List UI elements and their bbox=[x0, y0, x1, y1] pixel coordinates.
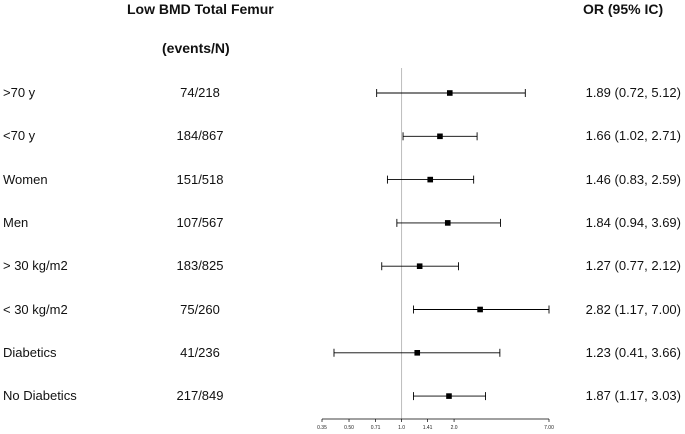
forest-row: Men 107/567 1.84 (0.94, 3.69) bbox=[0, 213, 685, 233]
row-events: 184/867 bbox=[176, 128, 224, 144]
row-label: No Diabetics bbox=[3, 388, 77, 404]
row-or-value: 1.89 (0.72, 5.12) bbox=[585, 85, 681, 100]
point-estimate bbox=[446, 393, 452, 399]
point-estimate bbox=[446, 90, 453, 96]
column-header-events: (events/N) bbox=[162, 40, 230, 56]
row-label: >70 y bbox=[3, 85, 36, 100]
row-or-value: 1.84 (0.94, 3.69) bbox=[585, 214, 681, 230]
row-events: 74/218 bbox=[180, 85, 220, 100]
x-tick-label: 1.41 bbox=[423, 425, 433, 431]
point-estimate bbox=[414, 350, 421, 356]
x-tick-label: 0.50 bbox=[344, 425, 354, 431]
forest-row: No Diabetics 217/849 1.87 (1.17, 3.03) bbox=[0, 386, 685, 406]
row-or-value: 1.46 (0.83, 2.59) bbox=[585, 171, 681, 187]
forest-row: < 30 kg/m2 75/260 2.82 (1.17, 7.00) bbox=[0, 300, 685, 320]
row-events: 75/260 bbox=[180, 301, 220, 317]
forest-row: Women 151/518 1.46 (0.83, 2.59) bbox=[0, 170, 685, 190]
row-or-value: 1.66 (1.02, 2.71) bbox=[585, 128, 681, 144]
row-label: <70 y bbox=[3, 128, 36, 144]
row-events: 183/825 bbox=[176, 258, 224, 274]
forest-row: <70 y 184/867 1.66 (1.02, 2.71) bbox=[0, 126, 685, 146]
row-events: 151/518 bbox=[176, 171, 224, 187]
x-tick-label: 7.00 bbox=[544, 425, 554, 431]
row-events: 217/849 bbox=[176, 388, 224, 404]
row-events: 107/567 bbox=[176, 214, 224, 230]
row-or-value: 1.23 (0.41, 3.66) bbox=[585, 344, 681, 360]
row-or-value: 1.87 (1.17, 3.03) bbox=[585, 388, 681, 404]
point-estimate bbox=[437, 133, 443, 140]
x-tick-label: 0.71 bbox=[371, 425, 381, 431]
x-tick-label: 1.0 bbox=[398, 425, 405, 431]
row-label: Men bbox=[3, 214, 29, 230]
row-events: 41/236 bbox=[180, 344, 220, 360]
x-tick-label: 0.35 bbox=[317, 425, 327, 431]
row-label: > 30 kg/m2 bbox=[3, 258, 68, 274]
row-label: Diabetics bbox=[3, 344, 57, 360]
point-estimate bbox=[444, 220, 451, 226]
row-label: < 30 kg/m2 bbox=[3, 301, 68, 317]
column-header-title: Low BMD Total Femur bbox=[127, 1, 274, 17]
x-tick-label: 2.0 bbox=[451, 425, 458, 431]
point-estimate bbox=[427, 176, 434, 183]
forest-row: Diabetics 41/236 1.23 (0.41, 3.66) bbox=[0, 343, 685, 363]
column-header-or: OR (95% IC) bbox=[583, 1, 664, 17]
point-estimate bbox=[477, 306, 483, 313]
row-or-value: 1.27 (0.77, 2.12) bbox=[585, 258, 681, 274]
forest-row: >70 y 74/218 1.89 (0.72, 5.12) bbox=[0, 83, 685, 103]
row-label: Women bbox=[3, 171, 48, 187]
point-estimate bbox=[416, 263, 423, 269]
forest-row: > 30 kg/m2 183/825 1.27 (0.77, 2.12) bbox=[0, 256, 685, 276]
row-or-value: 2.82 (1.17, 7.00) bbox=[585, 301, 681, 317]
